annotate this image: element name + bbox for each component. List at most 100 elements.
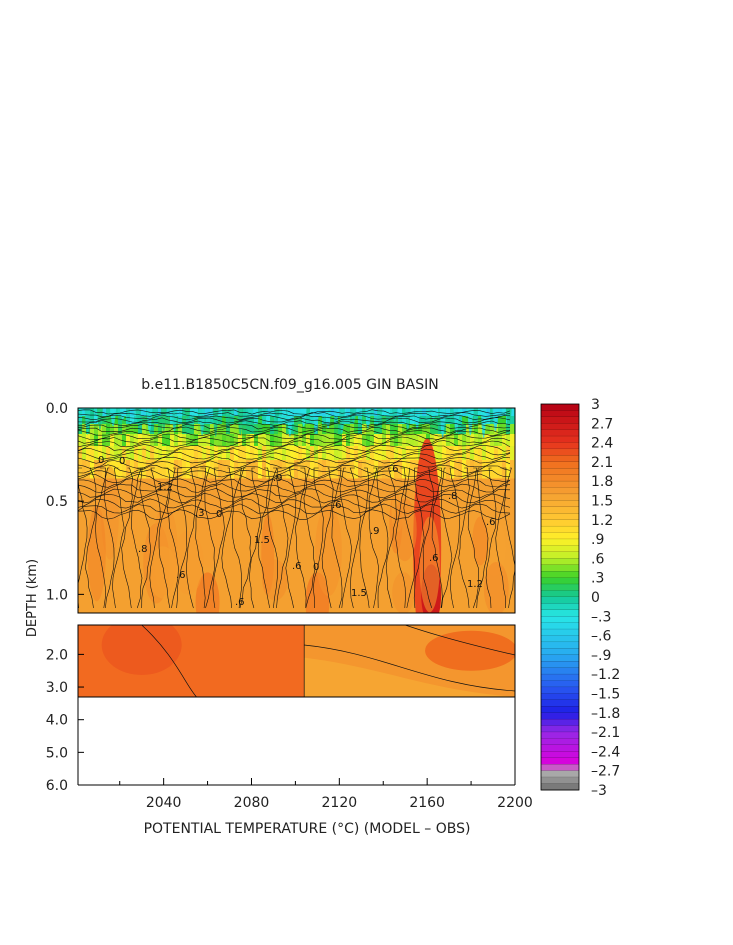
surface-cell <box>130 416 135 425</box>
surface-cell <box>418 424 423 435</box>
colorbar-swatch <box>541 564 579 572</box>
contour-label: 0 <box>98 455 104 466</box>
surface-cell <box>282 460 287 479</box>
surface-cell <box>398 408 403 417</box>
contour-line <box>267 467 278 609</box>
contour-line <box>349 467 361 609</box>
colorbar-label: 2.7 <box>591 416 613 432</box>
surface-cell <box>202 460 207 479</box>
surface-cell <box>258 434 263 447</box>
surface-cell <box>462 446 467 461</box>
surface-cell <box>250 416 255 425</box>
surface-cell <box>182 416 187 425</box>
surface-cell <box>502 408 507 417</box>
surface-cell <box>222 434 227 447</box>
surface-cell <box>322 434 327 447</box>
surface-cell <box>390 416 395 425</box>
surface-cell <box>350 424 355 435</box>
colorbar-label: –1.8 <box>591 706 620 722</box>
surface-cell <box>498 424 503 435</box>
y-tick-label: 1.0 <box>46 587 68 603</box>
surface-cell <box>106 416 111 425</box>
surface-cell <box>278 460 283 479</box>
surface-cell <box>430 416 435 425</box>
surface-cell <box>350 434 355 447</box>
colorbar-swatch <box>541 603 579 611</box>
surface-cell <box>430 434 435 447</box>
surface-cell <box>450 416 455 425</box>
surface-cell <box>494 460 499 479</box>
surface-cell <box>370 446 375 461</box>
surface-cell <box>178 408 183 417</box>
surface-cell <box>394 460 399 479</box>
colorbar-swatch <box>541 494 579 501</box>
colorbar-swatch <box>541 442 579 450</box>
surface-cell <box>94 434 99 447</box>
surface-cell <box>426 408 431 417</box>
surface-cell <box>354 424 359 435</box>
surface-cell <box>230 408 235 417</box>
surface-cell <box>114 416 119 425</box>
surface-cell <box>354 416 359 425</box>
contour-label: 0 <box>216 509 222 520</box>
contour-line <box>294 467 307 609</box>
surface-cell <box>206 416 211 425</box>
contour-line <box>195 467 207 609</box>
surface-cell <box>138 434 143 447</box>
surface-cell <box>190 434 195 447</box>
surface-cell <box>110 424 115 435</box>
surface-cell <box>342 434 347 447</box>
colorbar-swatch <box>541 500 579 508</box>
cold-plume <box>376 408 383 425</box>
contour-line <box>78 440 511 448</box>
colorbar-swatch <box>541 642 579 649</box>
colorbar-swatch <box>541 584 579 591</box>
surface-cell <box>394 424 399 435</box>
surface-cell <box>306 446 311 461</box>
contour-label: .3 <box>195 508 205 519</box>
contour-line <box>467 467 479 609</box>
surface-cell <box>478 460 483 479</box>
contour-line <box>185 467 197 609</box>
surface-cell <box>246 460 251 479</box>
surface-cell <box>178 434 183 447</box>
surface-cell <box>210 424 215 435</box>
colorbar-swatch <box>541 513 579 521</box>
surface-cell <box>446 416 451 425</box>
y-tick-label: 3.0 <box>46 680 68 696</box>
variability-patch <box>392 572 415 613</box>
surface-cell <box>170 460 175 479</box>
surface-cell <box>118 424 123 435</box>
surface-cell <box>338 446 343 461</box>
surface-cell <box>466 460 471 479</box>
surface-cell <box>338 460 343 479</box>
surface-cell <box>446 408 451 417</box>
colorbar-swatch <box>541 712 579 720</box>
colorbar-swatch <box>541 519 579 527</box>
surface-cell <box>106 446 111 461</box>
surface-cell <box>166 424 171 435</box>
surface-cell <box>438 416 443 425</box>
surface-cell <box>122 446 127 461</box>
surface-cell <box>386 460 391 479</box>
surface-cell <box>370 434 375 447</box>
surface-cell <box>242 446 247 461</box>
surface-cell <box>418 408 423 417</box>
surface-cell <box>174 446 179 461</box>
surface-cell <box>510 408 515 417</box>
contour-line <box>321 467 334 609</box>
surface-cell <box>510 424 515 435</box>
surface-cell <box>414 424 419 435</box>
cold-plume <box>350 408 357 424</box>
surface-cell <box>390 424 395 435</box>
surface-cell <box>346 434 351 447</box>
surface-cell <box>90 424 95 435</box>
surface-cell <box>386 446 391 461</box>
surface-cell <box>178 446 183 461</box>
surface-cell <box>446 446 451 461</box>
colorbar-swatch <box>541 674 579 682</box>
surface-cell <box>78 460 83 479</box>
surface-cell <box>446 424 451 435</box>
surface-cell <box>210 434 215 447</box>
surface-cell <box>214 434 219 447</box>
